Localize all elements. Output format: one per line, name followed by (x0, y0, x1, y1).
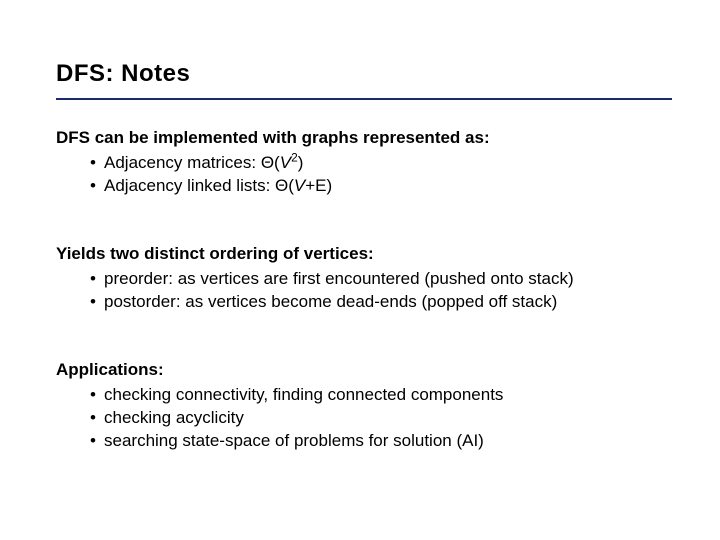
section3-bullet-2: checking acyclicity (90, 407, 672, 430)
slide-title: DFS: Notes (56, 60, 672, 88)
section1-bullet-2: Adjacency linked lists: Θ(V+E) (90, 175, 672, 198)
bullet-var: V (280, 153, 291, 172)
section2-bullet-2: postorder: as vertices become dead-ends … (90, 291, 672, 314)
section3-bullet-1: checking connectivity, finding connected… (90, 384, 672, 407)
slide: DFS: Notes DFS can be implemented with g… (0, 0, 720, 540)
bullet-sup: 2 (291, 150, 298, 164)
section2-bullets: preorder: as vertices are first encounte… (90, 268, 672, 314)
section1-head: DFS can be implemented with graphs repre… (56, 128, 672, 148)
section2-bullet-1: preorder: as vertices are first encounte… (90, 268, 672, 291)
bullet-suffix: +E) (305, 176, 332, 195)
bullet-text: Adjacency linked lists: Θ( (104, 176, 294, 195)
section3-head: Applications: (56, 360, 672, 380)
bullet-var: V (294, 176, 305, 195)
title-divider (56, 98, 672, 100)
section3-bullets: checking connectivity, finding connected… (90, 384, 672, 453)
section1-bullets: Adjacency matrices: Θ(V2) Adjacency link… (90, 152, 672, 198)
bullet-suffix: ) (298, 153, 304, 172)
section3-bullet-3: searching state-space of problems for so… (90, 430, 672, 453)
section2-head: Yields two distinct ordering of vertices… (56, 244, 672, 264)
bullet-text: Adjacency matrices: Θ( (104, 153, 280, 172)
section1-bullet-1: Adjacency matrices: Θ(V2) (90, 152, 672, 175)
